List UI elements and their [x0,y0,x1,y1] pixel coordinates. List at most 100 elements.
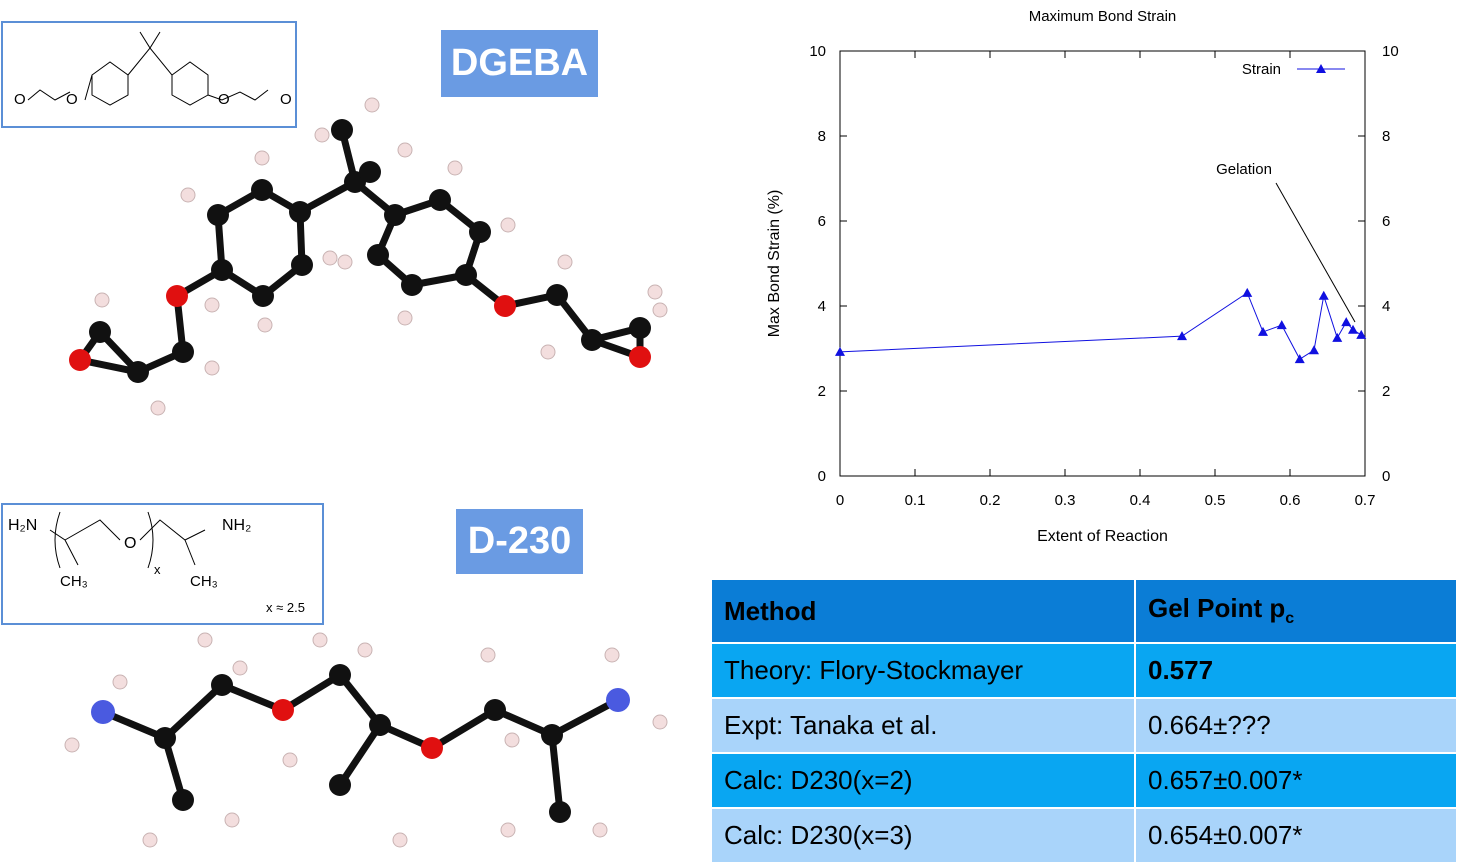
carbon [172,341,194,363]
marker [1309,345,1319,355]
atom-label: O [14,91,26,108]
hydrogen [397,142,413,158]
carbon [211,674,233,696]
marker [835,346,845,356]
hydrogen [314,127,330,143]
hydrogen [480,647,496,663]
carbon [331,119,353,141]
table-row: Calc: D230(x=3) 0.654±0.007* [712,808,1456,864]
carbon [429,189,451,211]
marker [1276,320,1287,330]
marker [1242,287,1253,297]
carbon [289,201,311,223]
carbon [546,284,568,306]
cell-text: 0.577 [1148,655,1214,685]
table-cell: Calc: D230(x=3) [712,808,1135,864]
x-tick-label: 0.6 [1280,492,1301,509]
hydrogen [254,150,270,166]
bracket [54,511,154,569]
molecule-label: DGEBA [441,30,598,97]
hydrogen [112,674,128,690]
hydrogen [500,217,516,233]
carbon [469,221,491,243]
hydrogen [364,97,380,113]
x-tick-label: 0.1 [905,492,926,509]
table-cell: Expt: Tanaka et al. [712,698,1135,754]
hydrogen [224,812,240,828]
marker [1341,317,1352,327]
hydrogen [357,642,373,658]
ring [127,47,209,106]
hydrogen [392,832,408,848]
marker [1332,332,1343,342]
cell-text: Calc: D230(x=3) [724,820,913,850]
molecules [64,97,668,848]
marker [1258,326,1268,336]
nitrogen [91,700,115,724]
carbon [384,204,406,226]
y2-tick-label: 6 [1382,213,1390,230]
hydrogen [647,284,663,300]
table-cell: 0.654±0.007* [1134,808,1456,864]
hydrogen [197,632,213,648]
cell-text: 0.664±??? [1148,710,1271,740]
x-tick-label: 0.7 [1355,492,1376,509]
plot-frame [839,50,1366,477]
y-tick-label: 4 [818,298,826,315]
atom-label: O [66,91,78,108]
hydrogen [180,187,196,203]
marker [1318,290,1329,300]
y-tick-label: 2 [818,383,826,400]
x-tick-label: 0 [836,492,844,509]
y2-tick-label: 4 [1382,298,1390,315]
hydrogen [604,647,620,663]
carbon [252,285,274,307]
carbon [154,727,176,749]
carbon [541,724,563,746]
ring [84,61,129,106]
header-cell: Method [712,580,1135,644]
x-tick-label: 0.2 [980,492,1001,509]
carbon [329,664,351,686]
bond [184,539,196,566]
cell-text: Expt: Tanaka et al. [724,710,938,740]
y-axis-label: Max Bond Strain (%) [766,190,783,338]
marker [1356,329,1367,339]
annotation-arrow [1275,182,1356,323]
y2-tick-label: 10 [1382,43,1399,60]
hydrogen [397,310,413,326]
hydrogen [142,832,158,848]
hydrogen [540,344,556,360]
cell-text: Calc: D230(x=2) [724,765,913,795]
table-cell: 0.657±0.007* [1134,753,1456,809]
cell-text: 0.654±0.007* [1148,820,1303,850]
x-tick-label: 0.5 [1205,492,1226,509]
bond [548,734,564,813]
table-row: Calc: D230(x=2) 0.657±0.007* [712,753,1456,809]
atom-label: CH₃ [190,573,218,590]
hydrogen [652,714,668,730]
atom-label: O [124,535,136,552]
hydrogen [447,160,463,176]
table-cell: 0.664±??? [1134,698,1456,754]
hydrogen [592,822,608,838]
table-row: Theory: Flory-Stockmayer 0.577 [712,643,1456,699]
hydrogen [232,660,248,676]
hydrogen [500,822,516,838]
carbon [401,274,423,296]
hydrogen [64,737,80,753]
bond [139,519,206,541]
hydrogen [504,732,520,748]
gel-point-table: Method Gel Point pc Theory: Flory-Stockm… [712,580,1456,864]
y2-tick-label: 2 [1382,383,1390,400]
x-axis-label: Extent of Reaction [1037,528,1168,545]
chart-title: Maximum Bond Strain [1029,8,1177,25]
carbon [251,179,273,201]
header-cell: Gel Point pc [1134,580,1456,644]
hydrogen [257,317,273,333]
bond [27,89,71,101]
atom-label: x ≈ 2.5 [266,600,305,615]
legend-marker [1316,64,1326,73]
y2-tick-label: 8 [1382,128,1390,145]
